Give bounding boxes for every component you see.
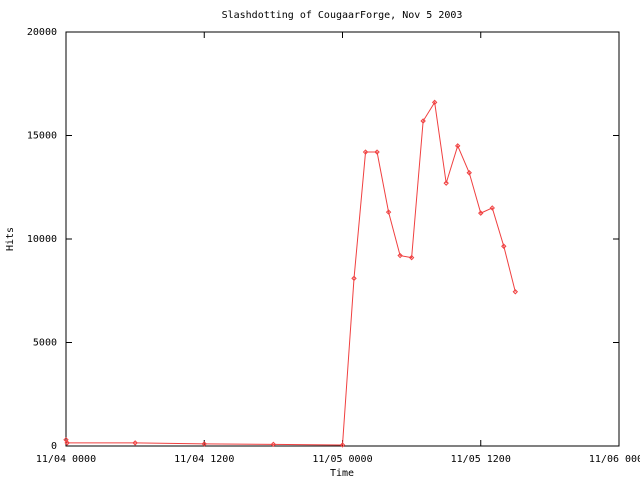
point <box>431 99 438 106</box>
x-tick-label: 11/05 1200 <box>451 454 511 465</box>
point <box>455 143 461 149</box>
x-tick-label: 11/05 0000 <box>312 454 372 465</box>
point <box>466 170 472 176</box>
point <box>351 275 357 282</box>
point <box>270 441 277 448</box>
y-tick-label: 5000 <box>33 338 57 349</box>
point <box>339 442 346 448</box>
y-tick-label: 15000 <box>27 131 57 142</box>
point <box>374 149 380 155</box>
y-tick-label: 10000 <box>27 234 57 245</box>
point <box>501 243 507 249</box>
line <box>65 100 516 446</box>
x-tick-label: 11/06 0000 <box>589 454 640 465</box>
point <box>64 440 70 446</box>
x-tick-label: 11/04 0000 <box>36 454 96 465</box>
y-tick-label: 0 <box>51 441 57 452</box>
x-tick-label: 11/04 1200 <box>174 454 234 465</box>
point <box>132 440 138 446</box>
y-axis-label: Hits <box>5 227 16 251</box>
x-axis-label: Time <box>330 468 354 479</box>
point <box>478 210 484 216</box>
point <box>362 149 369 155</box>
point <box>397 252 403 259</box>
y-tick-label: 20000 <box>27 27 57 38</box>
point <box>385 209 392 215</box>
point <box>420 118 426 124</box>
chart-title: Slashdotting of CougaarForge, Nov 5 2003 <box>222 10 463 21</box>
point <box>512 289 519 295</box>
point <box>408 254 415 261</box>
point <box>201 441 207 447</box>
point <box>443 180 449 186</box>
point <box>489 205 495 211</box>
